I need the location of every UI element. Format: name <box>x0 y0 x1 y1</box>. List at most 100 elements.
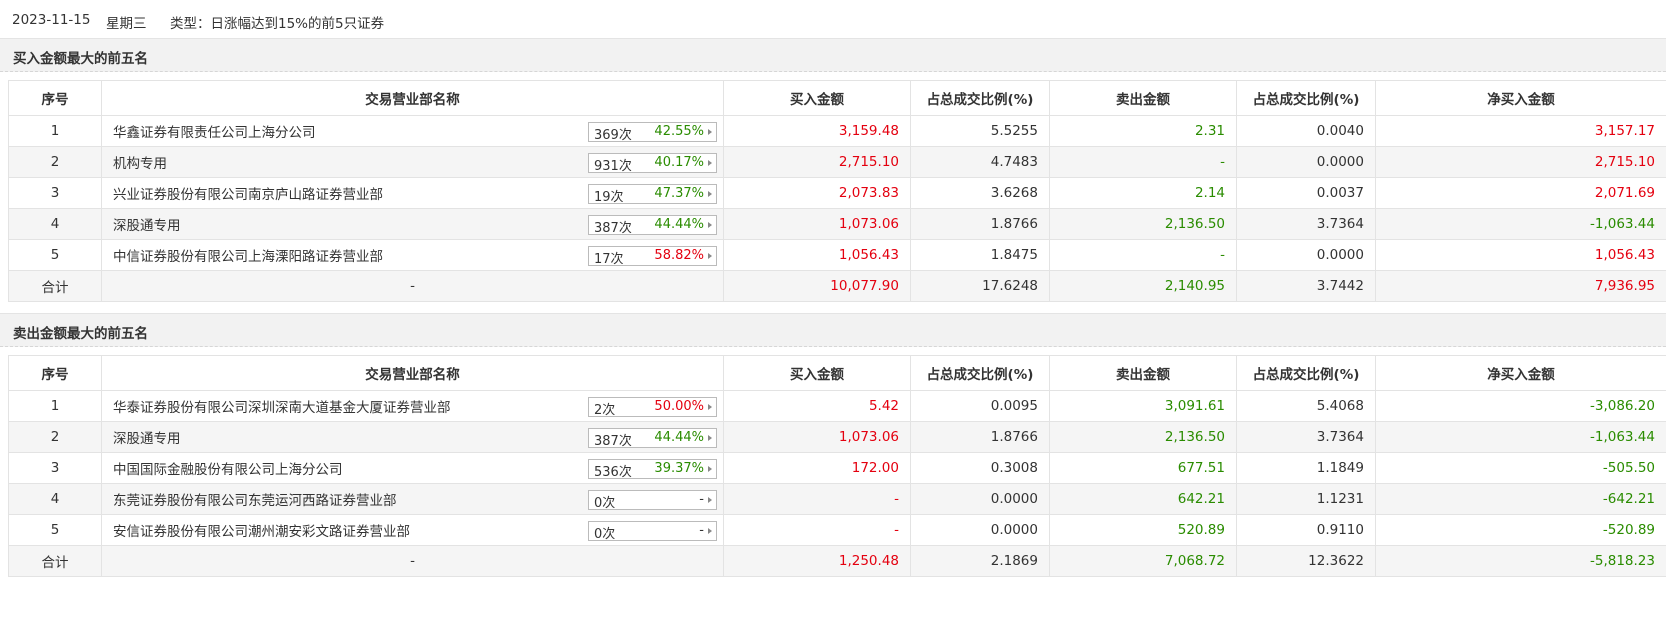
table-row: 1 华鑫证券有限责任公司上海分公司 369次 42.55% 3,159.48 5.5255… <box>8 115 1666 147</box>
caret-right-icon <box>708 129 712 135</box>
sell-amount-cell: 2,136.50 <box>1049 421 1237 453</box>
buy-ratio-cell: 0.0000 <box>910 514 1050 546</box>
seat-stats-button[interactable]: 536次 39.37% <box>588 459 717 480</box>
seat-name-cell: 华泰证券股份有限公司深圳深南大道基金大厦证券营业部 2次 50.00% <box>101 390 724 422</box>
table-header-row: 序号 交易营业部名称 买入金额 占总成交比例(%) 卖出金额 占总成交比例(%)… <box>8 80 1666 116</box>
sell-amount-cell: 642.21 <box>1049 483 1237 515</box>
total-sell-amount: 7,068.72 <box>1049 545 1237 577</box>
sell-amount-cell: 677.51 <box>1049 452 1237 484</box>
appearance-count: 369次 <box>594 128 632 143</box>
seat-stats-button[interactable]: 2次 50.00% <box>588 397 717 418</box>
table-row: 5 安信证券股份有限公司潮州潮安彩文路证券营业部 0次 - -0.0000 520.89 0… <box>8 514 1666 546</box>
seat-name-link[interactable]: 兴业证券股份有限公司南京庐山路证券营业部 <box>113 187 383 203</box>
total-net-amount: -5,818.23 <box>1375 545 1666 577</box>
col-sell-ratio: 占总成交比例(%) <box>1236 80 1376 116</box>
col-sell-amount: 卖出金额 <box>1049 80 1237 116</box>
buy-top5-table: 序号 交易营业部名称 买入金额 占总成交比例(%) 卖出金额 占总成交比例(%)… <box>8 80 1666 302</box>
seat-name-cell: 机构专用 931次 40.17% <box>101 146 724 178</box>
seat-stats-button[interactable]: 931次 40.17% <box>588 153 717 174</box>
col-rank: 序号 <box>8 355 102 391</box>
total-label: 合计 <box>8 545 102 577</box>
sell-amount-cell: - <box>1049 239 1237 271</box>
seat-stats-button[interactable]: 0次 - <box>588 521 717 542</box>
seat-stats-button[interactable]: 0次 - <box>588 490 717 511</box>
sell-ratio-cell: 3.7364 <box>1236 208 1376 240</box>
buy-amount-cell: 172.00 <box>723 452 911 484</box>
trade-date: 2023-11-15 <box>12 12 91 28</box>
col-net-amount: 净买入金额 <box>1375 80 1666 116</box>
seat-name-cell: 兴业证券股份有限公司南京庐山路证券营业部 19次 47.37% <box>101 177 724 209</box>
total-label: 合计 <box>8 270 102 302</box>
list-type: 类型：日涨幅达到15%的前5只证券 <box>170 16 385 32</box>
buy-amount-cell: 2,715.10 <box>723 146 911 178</box>
seat-name-cell: 中国国际金融股份有限公司上海分公司 536次 39.37% <box>101 452 724 484</box>
seat-name-link[interactable]: 华泰证券股份有限公司深圳深南大道基金大厦证券营业部 <box>113 400 451 416</box>
table-header-row: 序号 交易营业部名称 买入金额 占总成交比例(%) 卖出金额 占总成交比例(%)… <box>8 355 1666 391</box>
sell-ratio-cell: 1.1849 <box>1236 452 1376 484</box>
appearance-count: 931次 <box>594 159 632 174</box>
buy-ratio-cell: 1.8766 <box>910 421 1050 453</box>
total-sell-ratio: 3.7442 <box>1236 270 1376 302</box>
buy-ratio-cell: 0.3008 <box>910 452 1050 484</box>
seat-name-cell: 中信证券股份有限公司上海溧阳路证券营业部 17次 58.82% <box>101 239 724 271</box>
seat-stats-button[interactable]: 369次 42.55% <box>588 122 717 143</box>
col-buy-amount: 买入金额 <box>723 355 911 391</box>
seat-name-cell: 深股通专用 387次 44.44% <box>101 421 724 453</box>
total-buy-ratio: 17.6248 <box>910 270 1050 302</box>
seat-name-link[interactable]: 深股通专用 <box>113 431 181 447</box>
sell-ratio-cell: 0.0000 <box>1236 146 1376 178</box>
buy-ratio-cell: 4.7483 <box>910 146 1050 178</box>
sell-amount-cell: - <box>1049 146 1237 178</box>
total-seat-name: - <box>101 545 724 577</box>
appearance-count: 17次 <box>594 252 624 267</box>
success-rate: 58.82% <box>654 248 704 263</box>
seat-name-link[interactable]: 安信证券股份有限公司潮州潮安彩文路证券营业部 <box>113 524 410 540</box>
table-row: 4 东莞证券股份有限公司东莞运河西路证券营业部 0次 - -0.0000 642.21 1.… <box>8 483 1666 515</box>
buy-ratio-cell: 3.6268 <box>910 177 1050 209</box>
sell-amount-cell: 520.89 <box>1049 514 1237 546</box>
buy-amount-cell: - <box>723 514 911 546</box>
table-row: 3 兴业证券股份有限公司南京庐山路证券营业部 19次 47.37% 2,073.83 3.… <box>8 177 1666 209</box>
table-row: 4 深股通专用 387次 44.44% 1,073.06 1.8766 2,136.50 3.… <box>8 208 1666 240</box>
col-sell-amount: 卖出金额 <box>1049 355 1237 391</box>
seat-name-link[interactable]: 东莞证券股份有限公司东莞运河西路证券营业部 <box>113 493 397 509</box>
seat-name-link[interactable]: 华鑫证券有限责任公司上海分公司 <box>113 125 316 141</box>
seat-stats-button[interactable]: 387次 44.44% <box>588 428 717 449</box>
total-seat-name: - <box>101 270 724 302</box>
net-amount-cell: 1,056.43 <box>1375 239 1666 271</box>
total-net-amount: 7,936.95 <box>1375 270 1666 302</box>
sell-ratio-cell: 3.7364 <box>1236 421 1376 453</box>
seat-name-cell: 安信证券股份有限公司潮州潮安彩文路证券营业部 0次 - <box>101 514 724 546</box>
seat-stats-button[interactable]: 387次 44.44% <box>588 215 717 236</box>
success-rate: - <box>699 523 704 538</box>
appearance-count: 387次 <box>594 434 632 449</box>
seat-name-link[interactable]: 深股通专用 <box>113 218 181 234</box>
sell-amount-cell: 3,091.61 <box>1049 390 1237 422</box>
appearance-count: 0次 <box>594 496 616 511</box>
buy-ratio-cell: 1.8475 <box>910 239 1050 271</box>
appearance-count: 387次 <box>594 221 632 236</box>
rank-cell: 4 <box>8 208 102 240</box>
buy-section-header: 买入金额最大的前五名 <box>0 38 1666 72</box>
seat-stats-button[interactable]: 17次 58.82% <box>588 246 717 267</box>
rank-cell: 4 <box>8 483 102 515</box>
net-amount-cell: 2,071.69 <box>1375 177 1666 209</box>
table-row: 5 中信证券股份有限公司上海溧阳路证券营业部 17次 58.82% 1,056.43 1.… <box>8 239 1666 271</box>
table-row: 1 华泰证券股份有限公司深圳深南大道基金大厦证券营业部 2次 50.00% 5.42 0.… <box>8 390 1666 422</box>
col-buy-ratio: 占总成交比例(%) <box>910 80 1050 116</box>
seat-stats-button[interactable]: 19次 47.37% <box>588 184 717 205</box>
buy-ratio-cell: 0.0095 <box>910 390 1050 422</box>
buy-amount-cell: 1,056.43 <box>723 239 911 271</box>
total-buy-amount: 1,250.48 <box>723 545 911 577</box>
success-rate: 50.00% <box>654 399 704 414</box>
total-sell-amount: 2,140.95 <box>1049 270 1237 302</box>
seat-name-link[interactable]: 中信证券股份有限公司上海溧阳路证券营业部 <box>113 249 383 265</box>
seat-name-link[interactable]: 机构专用 <box>113 156 167 172</box>
seat-name-link[interactable]: 中国国际金融股份有限公司上海分公司 <box>113 462 343 478</box>
success-rate: 42.55% <box>654 124 704 139</box>
caret-right-icon <box>708 253 712 259</box>
caret-right-icon <box>708 466 712 472</box>
appearance-count: 0次 <box>594 527 616 542</box>
success-rate: 47.37% <box>654 186 704 201</box>
rank-cell: 5 <box>8 239 102 271</box>
